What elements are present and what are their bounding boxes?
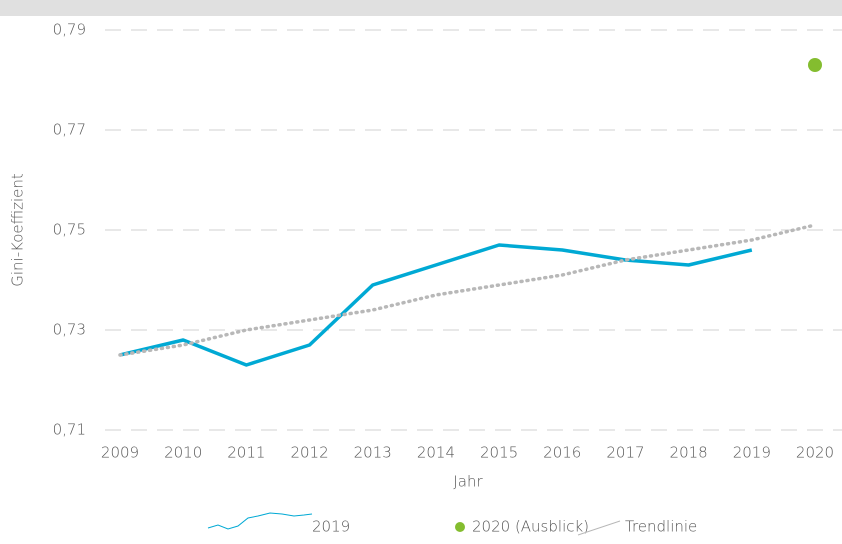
top-band xyxy=(0,0,842,16)
outlook-point xyxy=(808,58,822,72)
x-tick-label: 2015 xyxy=(480,444,518,462)
x-axis-label: Jahr xyxy=(453,473,483,491)
y-tick-label: 0,77 xyxy=(53,121,86,139)
x-tick-label: 2018 xyxy=(670,444,708,462)
data-line xyxy=(119,243,753,367)
x-tick-label: 2020 xyxy=(796,444,834,462)
trend-line xyxy=(118,223,817,357)
x-tick-label: 2019 xyxy=(733,444,771,462)
legend-icon xyxy=(455,522,465,532)
legend-label: Trendlinie xyxy=(625,518,697,536)
legend-label: 2019 xyxy=(312,518,350,536)
x-tick-label: 2011 xyxy=(227,444,265,462)
legend-icon xyxy=(577,520,621,536)
x-tick-label: 2017 xyxy=(606,444,644,462)
y-tick-label: 0,73 xyxy=(53,321,86,339)
x-tick-label: 2016 xyxy=(543,444,581,462)
y-tick-label: 0,71 xyxy=(53,421,86,439)
y-axis-label: Gini-Koeffizient xyxy=(9,173,27,287)
legend-label: 2020 (Ausblick) xyxy=(472,518,589,536)
x-tick-label: 2014 xyxy=(417,444,455,462)
x-tick-label: 2013 xyxy=(354,444,392,462)
y-tick-label: 0,75 xyxy=(53,221,86,239)
x-tick-label: 2009 xyxy=(101,444,139,462)
x-tick-label: 2012 xyxy=(290,444,328,462)
y-tick-label: 0,79 xyxy=(53,21,86,39)
legend-icon xyxy=(207,512,313,530)
x-tick-label: 2010 xyxy=(164,444,202,462)
